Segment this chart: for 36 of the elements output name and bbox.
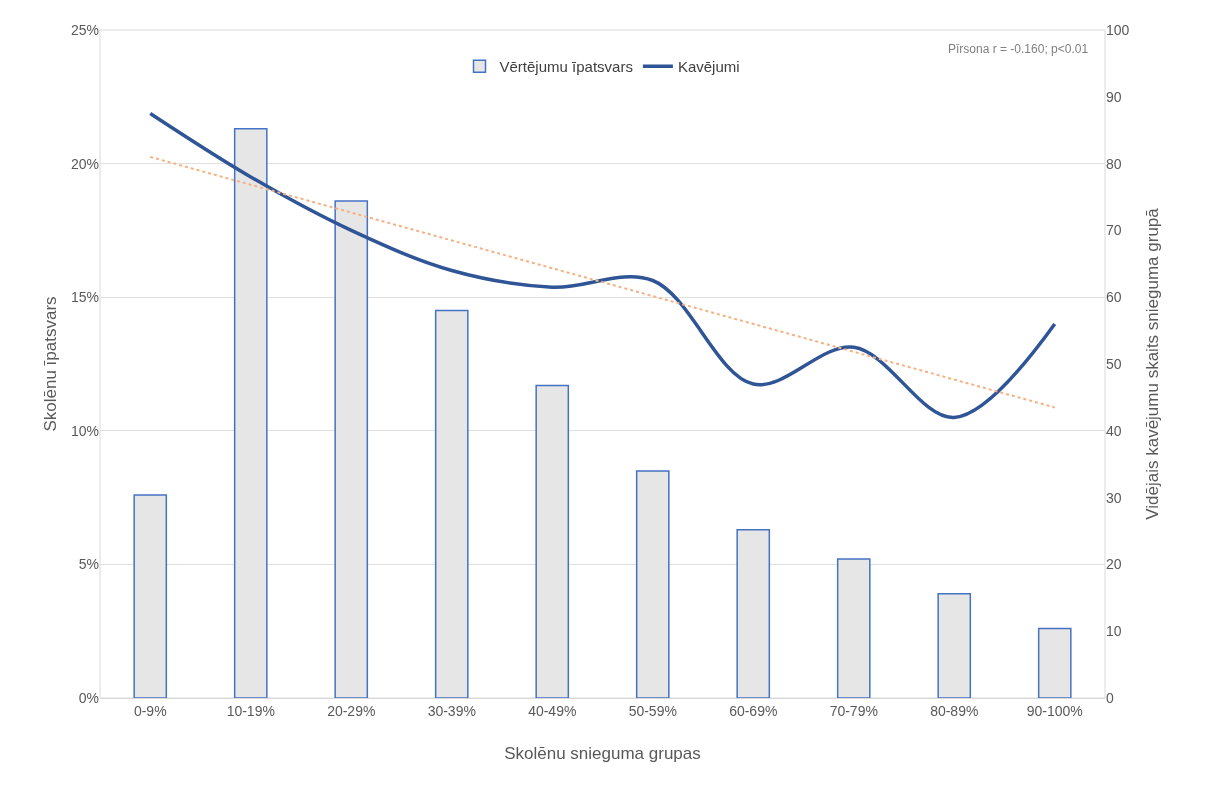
y2-tick-label: 80 [1106,155,1122,172]
x-tick-label: 80-89% [930,702,979,719]
bar [1037,627,1072,698]
y2-tick-label: 50 [1106,355,1122,372]
y2-tick-label: 70 [1106,222,1122,239]
y-tick-label: 10% [70,422,99,439]
y2-tick-label: 30 [1106,489,1122,506]
x-tick-label: 90-100% [1026,702,1083,719]
y-tick-label: 5% [78,556,99,573]
x-tick-label: 40-49% [528,702,577,719]
y-tick-label: 25% [70,21,99,38]
y2-tick-label: 0 [1106,689,1114,706]
x-tick-label: 30-39% [427,702,476,719]
x-tick-label: 20-29% [327,702,376,719]
legend-label: Vērtējumu īpatsvars [499,58,633,76]
x-axis-title: Skolēnu snieguma grupas [504,744,701,763]
x-tick-label: 50-59% [628,702,677,719]
y2-tick-label: 90 [1106,88,1122,105]
y2-tick-label: 20 [1106,556,1122,573]
y-tick-label: 0% [78,689,99,706]
legend-label: Kavējumi [677,58,740,76]
y2-tick-label: 10 [1106,623,1122,640]
bar [937,593,972,698]
y2-tick-label: 40 [1106,422,1122,439]
y2-tick-label: 100 [1106,21,1130,38]
y2-axis-title: Vidējais kavējumu skaits snieguma grupā [1142,207,1162,520]
y2-tick-label: 60 [1106,289,1122,306]
x-tick-label: 0-9% [133,702,167,719]
x-tick-label: 10-19% [226,702,275,719]
y-tick-label: 15% [70,289,99,306]
x-tick-label: 70-79% [829,702,878,719]
annotation: Pīrsona r = -0.160; p<0.01 [948,42,1089,56]
y-axis-title: Skolēnu īpatsvars [41,296,60,432]
y-tick-label: 20% [70,155,99,172]
x-tick-label: 60-69% [729,702,778,719]
line-series [148,111,1057,420]
